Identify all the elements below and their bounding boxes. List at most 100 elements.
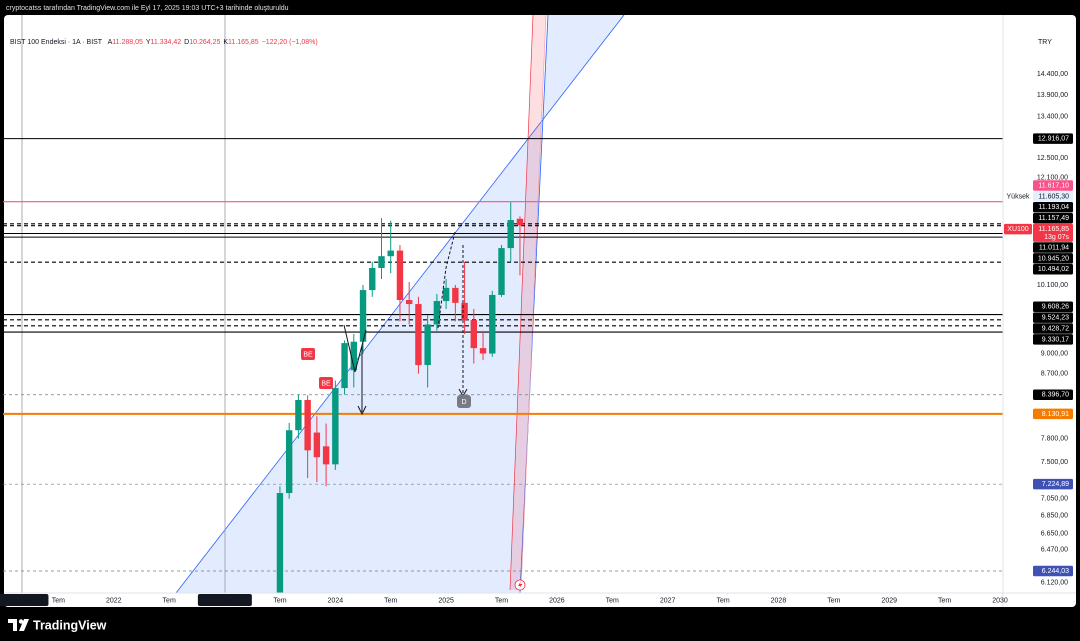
y-tick-label: 6.850,00 (1041, 513, 1068, 520)
ohlc-key: Y (146, 39, 151, 46)
price-label-box (1033, 478, 1073, 490)
ohlc-value: 11.334,42 (151, 39, 182, 46)
y-tick-label: 10.100,00 (1037, 282, 1068, 289)
time-axis: Pzt 01 Mar '21 Tem 2022 Tem Pzt 02 Oca '23 Te… (0, 594, 1008, 606)
candle-body (304, 400, 311, 451)
candle-body (424, 324, 431, 366)
price-label: 11.193,04 (1038, 204, 1069, 211)
candle-body (516, 218, 524, 226)
price-label-box (1033, 180, 1073, 191)
x-tick-label: Tem (163, 597, 176, 604)
candle-body (332, 388, 339, 465)
price-label-box (1033, 408, 1073, 420)
x-tick-label: Tem (827, 597, 840, 604)
ohlc-key: A (108, 39, 113, 46)
x-tick-label: Tem (52, 597, 65, 604)
badge-label: D (461, 399, 466, 406)
x-tick-label: 2027 (660, 597, 676, 604)
y-tick-label: 12.100,00 (1037, 174, 1068, 181)
price-label: 11.605,30 (1038, 193, 1069, 200)
y-tick-label: 9.000,00 (1041, 350, 1068, 357)
candle-body (387, 250, 394, 257)
price-label-box (1033, 264, 1073, 275)
candle-body (295, 400, 302, 431)
price-label-box (1033, 389, 1073, 401)
price-label-box (1033, 133, 1073, 144)
badge (457, 395, 471, 408)
price-label: 11.157,49 (1038, 215, 1069, 222)
price-tag: Yüksek (1007, 193, 1030, 200)
ohlc-key: D (184, 39, 189, 46)
candle-body (433, 301, 441, 325)
x-tick-label: Tem (938, 597, 951, 604)
price-label: 10.494,02 (1038, 266, 1069, 273)
red-channel-fill (510, 15, 546, 590)
price-label: 11.011,94 (1039, 244, 1069, 251)
price-label-box (1033, 223, 1073, 242)
annotation-shapes: BE BE D (301, 231, 526, 591)
candle-body (442, 287, 450, 302)
price-tag-box (1004, 223, 1032, 235)
candle-body (479, 348, 487, 354)
ohlc-value: 11.165,85 (228, 39, 259, 46)
x-tick-label: Tem (384, 597, 397, 604)
y-tick-label: 8.700,00 (1041, 371, 1068, 378)
y-tick-label: 13.900,00 (1037, 92, 1068, 99)
price-tag: XU100 (1007, 226, 1029, 233)
price-label-box (1033, 191, 1073, 202)
price-label: 12.916,07 (1038, 136, 1069, 143)
red-channel-edge (509, 15, 534, 591)
price-label: 6.244,03 (1042, 568, 1069, 575)
y-tick-label: 7.800,00 (1041, 435, 1068, 442)
candle-body (507, 220, 514, 249)
price-level-labels: 12.916,07 11.617,10 11.605,30 Yüksek 11.193,… (1004, 133, 1073, 577)
x-tick-label: 2024 (328, 597, 344, 604)
price-label-box (1033, 212, 1073, 224)
price-axis: 14.400,00 13.900,00 13.400,00 12.500,00 12.1… (1037, 71, 1068, 587)
badge (301, 348, 315, 360)
dashed-path (437, 231, 456, 329)
price-label-box (1033, 202, 1073, 213)
currency: TRY (1038, 39, 1052, 46)
ohlc-value: 10.264,25 (189, 39, 220, 46)
candle-body (378, 256, 385, 269)
y-tick-label: 6.650,00 (1041, 530, 1068, 537)
ohlc-key: K (223, 39, 228, 46)
y-tick-label: 14.400,00 (1037, 71, 1068, 78)
price-label-box (1033, 312, 1073, 323)
badge-label: BE (321, 380, 331, 387)
v-drawing (343, 324, 367, 373)
logo-mark (19, 619, 29, 631)
time-label-box (0, 594, 49, 606)
candle-body (341, 343, 348, 389)
footer: TradingView (8, 618, 107, 632)
event-icon-bolt (518, 581, 523, 589)
x-tick-label: 2029 (881, 597, 897, 604)
price-label-box (1033, 334, 1073, 345)
time-label-box (197, 594, 252, 606)
price-label: 9.608,26 (1042, 304, 1069, 311)
price-label: 10.945,20 (1038, 255, 1069, 262)
price-label-box (1033, 253, 1073, 264)
price-label: 9.524,23 (1042, 315, 1069, 322)
ohlc-value: 11.288,05 (112, 39, 143, 46)
candle-body (322, 446, 330, 465)
price-label-box (1033, 301, 1073, 312)
price-label-box (1033, 565, 1073, 577)
attribution: cryptocatss tarafından TradingView.com i… (6, 5, 289, 12)
candle-body (350, 341, 357, 371)
badge (319, 377, 333, 389)
countdown: 13g 07s (1044, 234, 1069, 241)
legend: BIST 100 Endeksi · 1A · BIST A11.288,05 Y1… (10, 39, 318, 46)
x-tick-label: Tem (273, 597, 286, 604)
y-tick-label: 7.500,00 (1041, 459, 1068, 466)
y-tick-label: 13.400,00 (1037, 114, 1068, 121)
candle-body (396, 250, 404, 301)
price-label: 11.617,10 (1038, 182, 1069, 189)
y-tick-label: 6.120,00 (1041, 580, 1068, 587)
price-label: 8.130,91 (1042, 411, 1069, 418)
y-tick-label: 12.500,00 (1037, 155, 1068, 162)
logo-text: TradingView (33, 618, 107, 632)
y-tick-label: 7.050,00 (1041, 496, 1068, 503)
x-tick-label: 2022 (106, 597, 122, 604)
